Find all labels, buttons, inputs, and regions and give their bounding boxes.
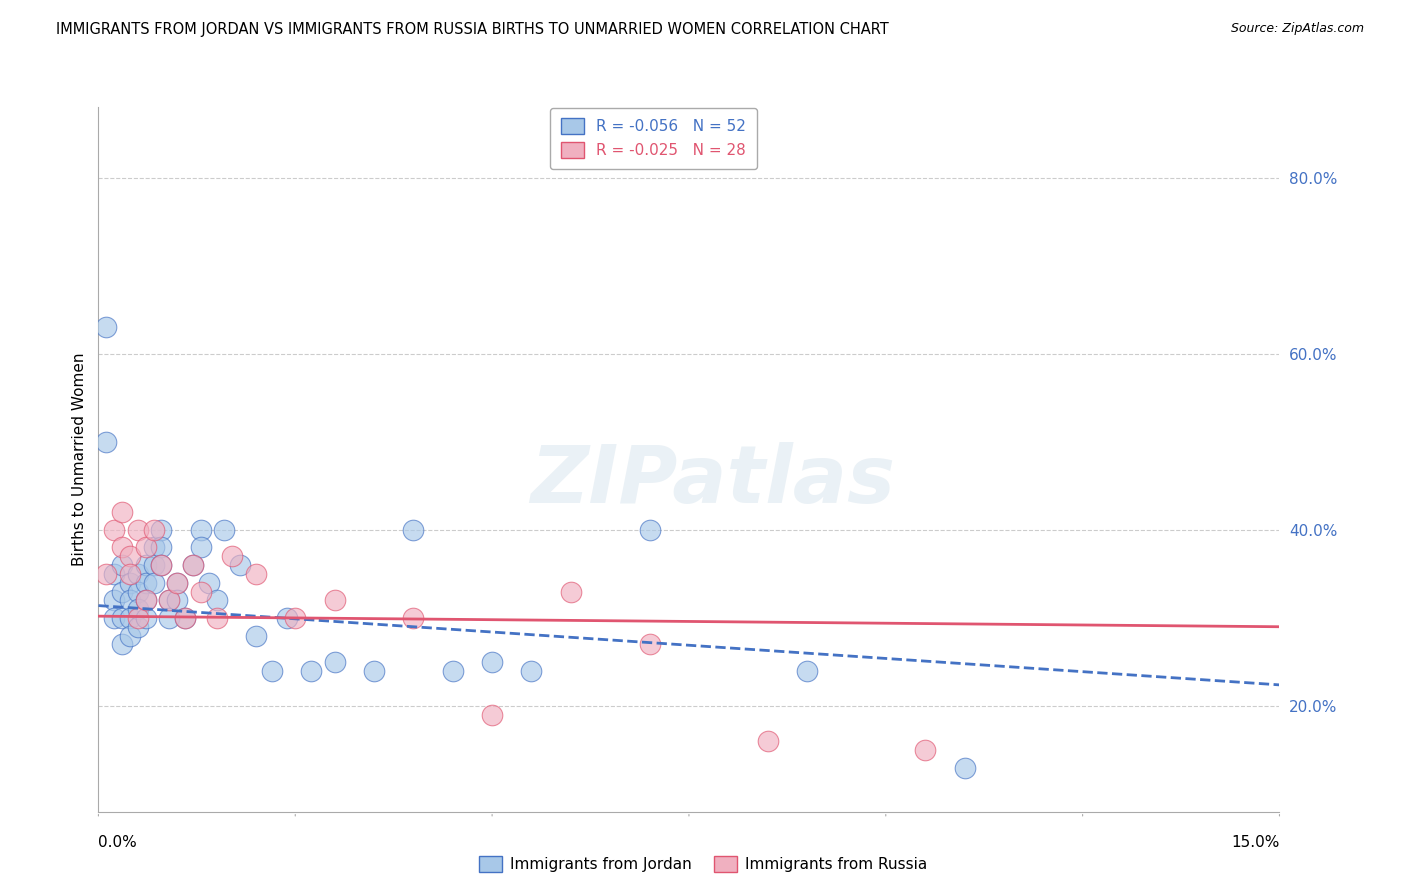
Point — [142, 523, 165, 537]
Point — [441, 664, 464, 678]
Point — [323, 593, 346, 607]
Point — [142, 575, 165, 590]
Point — [135, 558, 157, 573]
Point — [118, 549, 141, 564]
Point — [96, 434, 118, 449]
Point — [111, 611, 134, 625]
Point — [111, 584, 134, 599]
Point — [111, 637, 134, 651]
Point — [142, 541, 165, 555]
Point — [174, 611, 197, 625]
Point — [299, 664, 322, 678]
Point — [914, 743, 936, 757]
Point — [229, 558, 252, 573]
Point — [402, 611, 425, 625]
Point — [135, 593, 157, 607]
Point — [402, 523, 425, 537]
Point — [127, 584, 149, 599]
Text: ZIPatlas: ZIPatlas — [530, 442, 896, 519]
Point — [103, 593, 125, 607]
Point — [118, 566, 141, 581]
Point — [638, 523, 661, 537]
Point — [135, 575, 157, 590]
Text: IMMIGRANTS FROM JORDAN VS IMMIGRANTS FROM RUSSIA BIRTHS TO UNMARRIED WOMEN CORRE: IMMIGRANTS FROM JORDAN VS IMMIGRANTS FRO… — [56, 22, 889, 37]
Point — [363, 664, 385, 678]
Point — [150, 558, 173, 573]
Point — [284, 611, 307, 625]
Point — [221, 549, 243, 564]
Point — [96, 566, 118, 581]
Point — [111, 558, 134, 573]
Point — [127, 620, 149, 634]
Point — [756, 734, 779, 748]
Point — [127, 523, 149, 537]
Point — [638, 637, 661, 651]
Point — [103, 566, 125, 581]
Point — [166, 593, 188, 607]
Point — [150, 558, 173, 573]
Point — [150, 541, 173, 555]
Point — [127, 566, 149, 581]
Text: 15.0%: 15.0% — [1232, 836, 1279, 850]
Point — [323, 655, 346, 669]
Point — [214, 523, 236, 537]
Point — [481, 655, 503, 669]
Point — [166, 575, 188, 590]
Point — [118, 628, 141, 642]
Point — [190, 584, 212, 599]
Point — [127, 611, 149, 625]
Point — [135, 593, 157, 607]
Point — [96, 320, 118, 334]
Point — [103, 523, 125, 537]
Point — [520, 664, 543, 678]
Point — [953, 761, 976, 775]
Point — [111, 505, 134, 519]
Y-axis label: Births to Unmarried Women: Births to Unmarried Women — [72, 352, 87, 566]
Point — [205, 593, 228, 607]
Legend: R = -0.056   N = 52, R = -0.025   N = 28: R = -0.056 N = 52, R = -0.025 N = 28 — [550, 108, 756, 169]
Point — [260, 664, 283, 678]
Point — [135, 541, 157, 555]
Point — [127, 602, 149, 616]
Point — [205, 611, 228, 625]
Point — [276, 611, 298, 625]
Point — [190, 541, 212, 555]
Point — [157, 593, 180, 607]
Point — [111, 541, 134, 555]
Point — [245, 566, 267, 581]
Point — [560, 584, 582, 599]
Text: Source: ZipAtlas.com: Source: ZipAtlas.com — [1230, 22, 1364, 36]
Point — [118, 611, 141, 625]
Point — [157, 611, 180, 625]
Point — [245, 628, 267, 642]
Point — [142, 558, 165, 573]
Point — [157, 593, 180, 607]
Point — [166, 575, 188, 590]
Point — [181, 558, 204, 573]
Point — [150, 523, 173, 537]
Point — [197, 575, 219, 590]
Point — [174, 611, 197, 625]
Point — [190, 523, 212, 537]
Text: 0.0%: 0.0% — [98, 836, 138, 850]
Point — [481, 707, 503, 722]
Point — [103, 611, 125, 625]
Legend: Immigrants from Jordan, Immigrants from Russia: Immigrants from Jordan, Immigrants from … — [471, 848, 935, 880]
Point — [118, 575, 141, 590]
Point — [796, 664, 818, 678]
Point — [135, 611, 157, 625]
Point — [118, 593, 141, 607]
Point — [181, 558, 204, 573]
